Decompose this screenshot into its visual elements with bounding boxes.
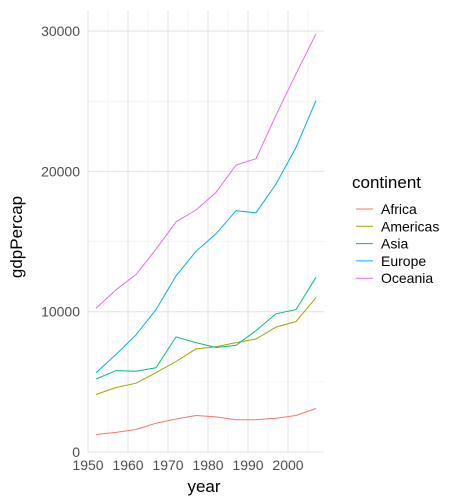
x-tick-label: 1990 [232, 457, 263, 473]
series-lines [95, 33, 317, 435]
y-tick-label: 10000 [41, 304, 80, 320]
series-line-africa [95, 408, 317, 435]
x-tick-label: 1980 [192, 457, 223, 473]
y-tick-label: 0 [72, 444, 80, 460]
x-tick-label: 2000 [272, 457, 303, 473]
series-line-europe [95, 100, 317, 374]
y-tick-label: 20000 [41, 163, 80, 179]
legend-label-asia: Asia [381, 236, 408, 252]
y-axis-title: gdpPercap [7, 196, 26, 278]
legend-label-europe: Europe [381, 253, 426, 269]
x-tick-label: 1970 [152, 457, 183, 473]
x-tick-label: 1960 [112, 457, 143, 473]
series-line-oceania [95, 33, 317, 309]
legend-title: continent [352, 173, 421, 192]
y-axis-ticks: 0 10000 20000 30000 [41, 23, 80, 460]
legend-label-americas: Americas [381, 218, 439, 234]
x-tick-label: 1950 [72, 457, 103, 473]
x-axis-ticks: 1950 1960 1970 1980 1990 2000 [72, 457, 303, 473]
legend-label-oceania: Oceania [381, 270, 433, 286]
series-line-americas [95, 297, 317, 395]
series-line-asia [95, 277, 317, 380]
legend-label-africa: Africa [381, 201, 417, 217]
y-tick-label: 30000 [41, 23, 80, 39]
grid [87, 10, 324, 453]
x-axis-title: year [187, 477, 220, 496]
